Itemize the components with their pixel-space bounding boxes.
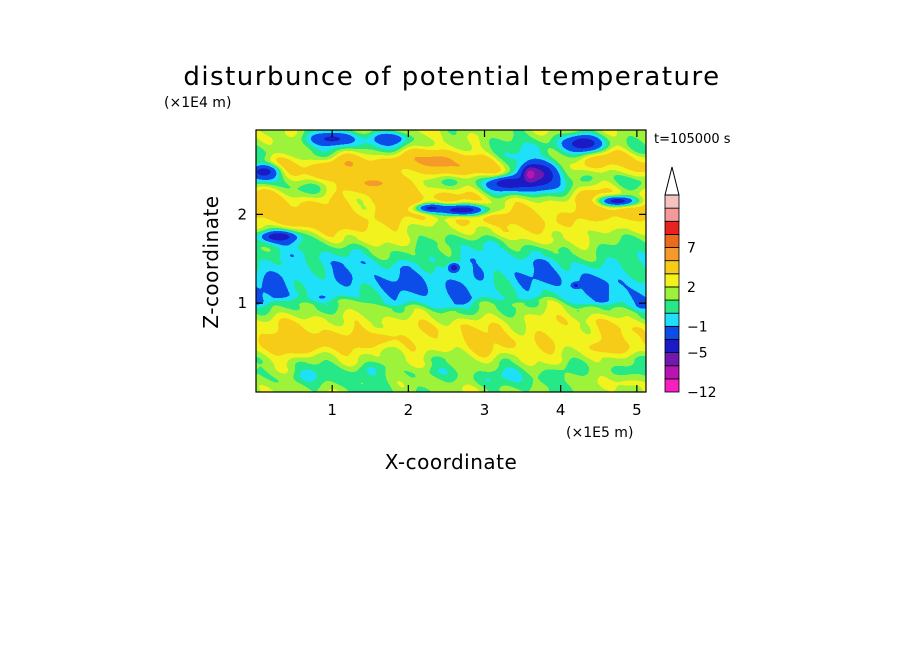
x-tick-label: 3 <box>480 401 490 419</box>
y-axis-label: Z-coordinate <box>199 195 223 328</box>
colorbar-swatch <box>664 365 680 380</box>
x-unit-label: (×1E5 m) <box>566 425 633 441</box>
x-tick-label: 1 <box>327 401 337 419</box>
colorbar-swatch <box>664 220 680 235</box>
colorbar-swatch <box>664 194 680 209</box>
x-axis: 1 2 3 4 5 <box>327 130 642 419</box>
colorbar-swatch <box>664 247 680 262</box>
y-tick-label: 2 <box>237 205 247 223</box>
colorbar-label: −5 <box>687 346 708 362</box>
colorbar-label: 7 <box>687 241 696 257</box>
colorbar-extend-arrow <box>664 166 680 196</box>
colorbar-swatch <box>664 260 680 275</box>
colorbar-swatch <box>664 312 680 327</box>
y-axis: 12 <box>237 205 646 312</box>
x-axis-label: X-coordinate <box>385 450 518 474</box>
colorbar-label: −12 <box>687 385 717 401</box>
colorbar-label: 2 <box>687 280 696 296</box>
y-tick-label: 1 <box>237 294 247 312</box>
colorbar-swatch <box>664 233 680 248</box>
time-label: t=105000 s <box>654 132 731 147</box>
plot-frame <box>255 129 647 393</box>
x-tick-label: 2 <box>404 401 414 419</box>
colorbar-swatch <box>664 207 680 222</box>
colorbar-swatch <box>664 299 680 314</box>
plot-area <box>255 129 647 393</box>
x-tick-label: 5 <box>632 401 642 419</box>
x-tick-label: 4 <box>556 401 566 419</box>
y-unit-label: (×1E4 m) <box>164 95 231 111</box>
colorbar-swatch <box>664 273 680 288</box>
colorbar-swatch <box>664 378 680 393</box>
heatmap-field <box>256 130 646 392</box>
colorbar-swatch <box>664 339 680 354</box>
colorbar-swatch <box>664 352 680 367</box>
colorbar: −12−5−127 <box>664 166 717 401</box>
chart-title: disturbunce of potential temperature <box>183 62 720 92</box>
colorbar-swatch <box>664 286 680 301</box>
colorbar-swatch <box>664 325 680 340</box>
colorbar-label: −1 <box>687 319 708 335</box>
